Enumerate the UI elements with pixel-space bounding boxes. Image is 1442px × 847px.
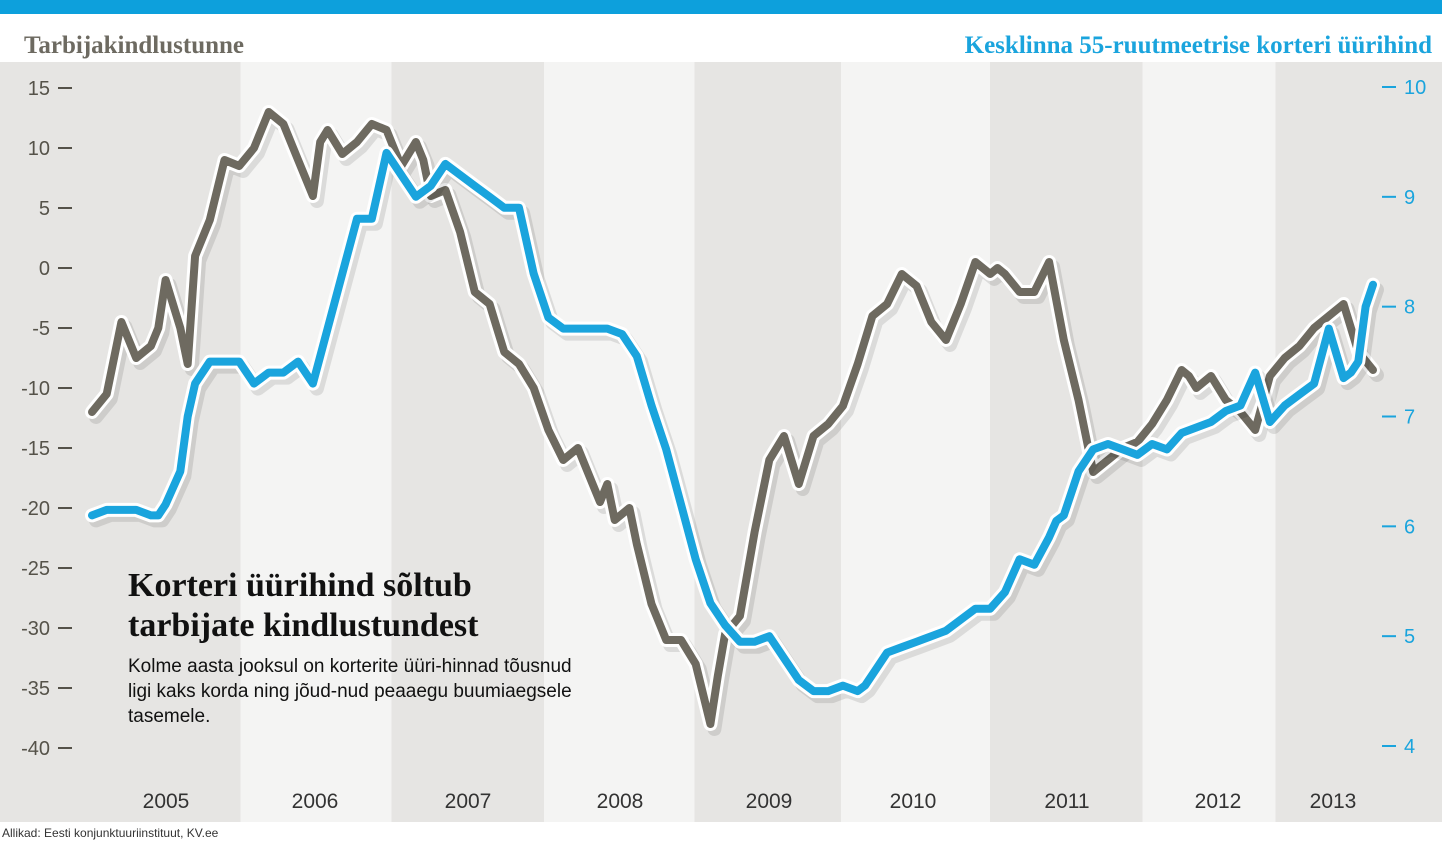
year-band — [841, 62, 990, 822]
chart-subtitle: Kolme aasta jooksul on korterite üüri-hi… — [128, 656, 572, 727]
left-tick-label: -5 — [32, 318, 50, 340]
x-axis-labels: 2005 2006 2007 2008 2009 2010 2011 2012 2013 — [143, 790, 1357, 813]
left-tick-label: -10 — [21, 378, 50, 400]
x-tick-label: 2008 — [597, 790, 644, 813]
x-tick-label: 2012 — [1195, 790, 1242, 813]
right-tick-label: 10 — [1404, 77, 1426, 99]
right-tick-label: 7 — [1404, 407, 1415, 429]
x-tick-label: 2011 — [1044, 790, 1089, 813]
left-tick-label: 15 — [28, 78, 50, 100]
x-tick-label: 2007 — [445, 790, 492, 813]
left-tick-label: -15 — [21, 438, 50, 460]
source-note: Allikad: Eesti konjunktuuriinstituut, KV… — [2, 826, 219, 840]
x-tick-label: 2005 — [143, 790, 190, 813]
series-line-rent — [88, 148, 1377, 696]
right-tick-label: 8 — [1404, 297, 1415, 319]
right-tick-label: 5 — [1404, 626, 1415, 648]
left-tick-label: 5 — [39, 198, 50, 220]
year-band — [0, 62, 241, 822]
right-tick-label: 4 — [1404, 736, 1415, 758]
chart-title: Korteri üürihind sõltub tarbijate kindlu… — [128, 567, 479, 644]
right-axis-title: Kesklinna 55-ruutmeetrise korteri üürihi… — [964, 32, 1432, 59]
left-tick-label: 0 — [39, 258, 50, 280]
headline-box: Korteri üürihind sõltub tarbijate kindlu… — [128, 566, 598, 729]
right-axis-ticks: 10 9 8 7 6 5 4 — [1382, 77, 1426, 758]
left-tick-label: -20 — [21, 498, 50, 520]
year-bands — [0, 62, 1442, 822]
x-tick-label: 2006 — [292, 790, 339, 813]
x-tick-label: 2013 — [1310, 790, 1357, 813]
x-tick-label: 2009 — [746, 790, 793, 813]
left-tick-label: -25 — [21, 558, 50, 580]
series-lines — [85, 105, 1384, 736]
right-tick-label: 9 — [1404, 187, 1415, 209]
left-tick-label: 10 — [28, 138, 50, 160]
header-accent-bar — [0, 0, 1442, 14]
x-tick-label: 2010 — [890, 790, 937, 813]
left-axis-ticks: 15 10 5 0 -5 -10 -15 -20 -25 -30 -35 -40 — [21, 78, 72, 760]
year-band — [1275, 62, 1442, 822]
left-axis-title: Tarbijakindlustunne — [24, 32, 245, 59]
left-tick-label: -30 — [21, 618, 50, 640]
left-tick-label: -35 — [21, 678, 50, 700]
left-tick-label: -40 — [21, 738, 50, 760]
series-line-confidence — [88, 108, 1377, 728]
right-tick-label: 6 — [1404, 516, 1415, 538]
